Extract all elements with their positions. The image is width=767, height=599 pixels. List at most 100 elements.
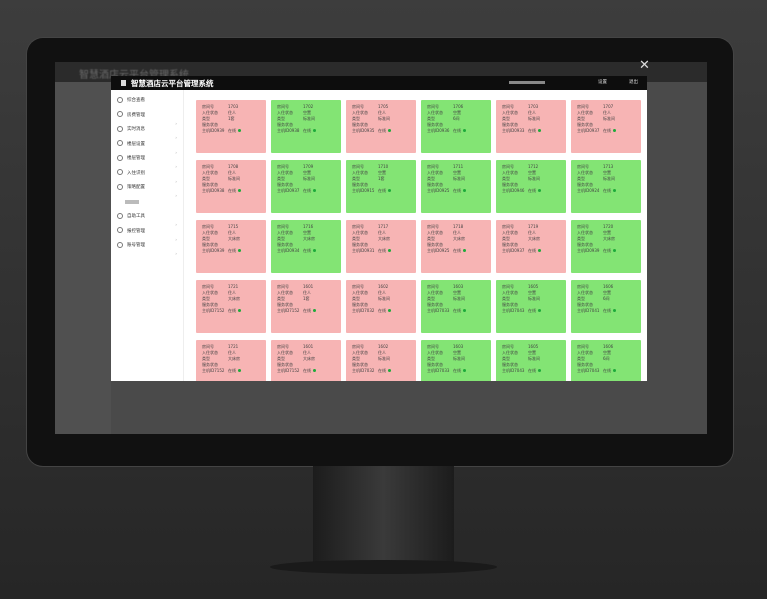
field-label: 服务状态: [577, 242, 593, 247]
field-label: 房间号: [277, 164, 289, 169]
room-card[interactable]: 房间号 1717 入住状态 住人 类型 大床房 服务状态 主机ID0931 在线: [346, 220, 416, 273]
field-value: 住人: [303, 290, 311, 295]
room-card[interactable]: 房间号 1709 入住状态 空置 类型 标准间 服务状态 主机ID0937 在线: [271, 160, 341, 213]
menu-item[interactable]: 楼层管理 ›: [117, 154, 179, 170]
field-label: 类型: [202, 356, 210, 361]
menu-item[interactable]: 入住识别 ›: [117, 169, 179, 185]
menu-icon: [117, 241, 123, 248]
menu-label: 实时消息: [127, 127, 145, 132]
field-label: 服务状态: [427, 242, 443, 247]
field-value: 住人: [378, 110, 386, 115]
field-label: 服务状态: [577, 362, 593, 367]
room-card[interactable]: 房间号 1710 入住状态 空置 类型 1套 服务状态 主机ID0915 在线: [346, 160, 416, 213]
field-label: 类型: [202, 116, 210, 121]
room-card[interactable]: 房间号 1719 入住状态 住人 类型 大床房 服务状态 主机ID0937 在线: [496, 220, 566, 273]
field-value: 1套: [378, 176, 385, 181]
field-label: 类型: [577, 236, 585, 241]
room-card[interactable]: 房间号 1601 入住状态 住人 类型 大床房 服务状态 主机ID7152 在线: [271, 340, 341, 381]
menu-item[interactable]: 实时消息 ›: [117, 125, 179, 141]
room-card[interactable]: 房间号 1603 入住状态 空置 类型 标准间 服务状态 主机ID7033 在线: [421, 280, 491, 333]
field-value: 1606: [603, 284, 614, 289]
room-card[interactable]: 房间号 1603 入住状态 空置 类型 标准间 服务状态 主机ID7033 在线: [421, 340, 491, 381]
room-card[interactable]: 房间号 1601 入住状态 住人 类型 1套 服务状态 主机ID7152 在线: [271, 280, 341, 333]
logout-action[interactable]: 退出: [629, 80, 638, 85]
online-label: 在线: [303, 248, 311, 253]
field-value: 标准间: [528, 116, 540, 121]
menu-item[interactable]: 策略配置 ›: [117, 183, 179, 199]
field-value: 空置: [528, 290, 536, 295]
room-card[interactable]: 房间号 1721 入住状态 住人 类型 大床房 服务状态 主机ID7152 在线: [196, 280, 266, 333]
host-id: 主机ID0936: [427, 128, 450, 133]
online-dot: [238, 308, 241, 312]
field-label: 服务状态: [202, 122, 218, 127]
room-card[interactable]: 房间号 1716 入住状态 空置 类型 大床房 服务状态 主机ID0934 在线: [271, 220, 341, 273]
room-card[interactable]: 房间号 1721 入住状态 住人 类型 大床房 服务状态 主机ID7152 在线: [196, 340, 266, 381]
menu-arrow: ›: [175, 121, 177, 127]
host-id: 主机ID0939: [202, 248, 225, 253]
online-dot: [613, 248, 616, 252]
field-label: 类型: [502, 296, 510, 301]
field-label: 房间号: [352, 224, 364, 229]
field-value: 空置: [528, 170, 536, 175]
field-value: 大床房: [378, 236, 390, 241]
online-label: 在线: [528, 128, 536, 133]
field-label: 类型: [277, 116, 285, 121]
room-card[interactable]: 房间号 1706 入住状态 空置 类型 6间 服务状态 主机ID0936 在线: [421, 100, 491, 153]
room-card[interactable]: 房间号 1713 入住状态 空置 类型 标准间 服务状态 主机ID0924 在线: [571, 160, 641, 213]
online-label: 在线: [528, 368, 536, 373]
settings-action[interactable]: 设置: [598, 80, 607, 85]
field-label: 服务状态: [577, 182, 593, 187]
field-value: 标准间: [303, 176, 315, 181]
online-dot: [313, 248, 316, 252]
room-card[interactable]: 房间号 1605 入住状态 空置 类型 标准间 服务状态 主机ID7043 在线: [496, 340, 566, 381]
close-button[interactable]: ✕: [639, 58, 650, 73]
room-card[interactable]: 房间号 1718 入住状态 住人 类型 大床房 服务状态 主机ID0925 在线: [421, 220, 491, 273]
field-value: 住人: [228, 230, 236, 235]
room-card[interactable]: 房间号 1602 入住状态 住人 类型 标准间 服务状态 主机ID7032 在线: [346, 280, 416, 333]
room-card[interactable]: 房间号 1720 入住状态 空置 类型 大床房 服务状态 主机ID0939 在线: [571, 220, 641, 273]
room-card[interactable]: 房间号 1602 入住状态 住人 类型 标准间 服务状态 主机ID7032 在线: [346, 340, 416, 381]
room-card[interactable]: 房间号 1703 入住状态 住人 类型 标准间 服务状态 主机ID0933 在线: [496, 100, 566, 153]
room-card[interactable]: 房间号 1715 入住状态 住人 类型 大床房 服务状态 主机ID0939 在线: [196, 220, 266, 273]
field-label: 入住状态: [502, 110, 518, 115]
room-card[interactable]: 房间号 1707 入住状态 住人 类型 标准间 服务状态 主机ID0937 在线: [571, 100, 641, 153]
room-card[interactable]: 房间号 1705 入住状态 住人 类型 标准间 服务状态 主机ID0935 在线: [346, 100, 416, 153]
field-label: 房间号: [427, 284, 439, 289]
menu-item[interactable]: 报控管理 ›: [117, 227, 179, 243]
field-label: 类型: [502, 356, 510, 361]
online-dot: [313, 188, 316, 192]
menu-item[interactable]: 房费管理 ›: [117, 111, 179, 127]
room-card[interactable]: 房间号 1702 入住状态 空置 类型 标准间 服务状态 主机ID0938 在线: [271, 100, 341, 153]
field-label: 类型: [502, 176, 510, 181]
field-label: 服务状态: [277, 242, 293, 247]
menu-item[interactable]: 账号管理 ›: [117, 241, 179, 257]
menu-item[interactable]: 综合查看: [117, 96, 179, 105]
field-value: 大床房: [228, 296, 240, 301]
field-label: 入住状态: [202, 170, 218, 175]
field-label: 房间号: [277, 344, 289, 349]
field-label: 服务状态: [502, 362, 518, 367]
menu-item[interactable]: 楼层设置 ›: [117, 140, 179, 156]
field-label: 类型: [352, 296, 360, 301]
menu-label: 楼层管理: [127, 156, 145, 161]
field-value: 空置: [603, 170, 611, 175]
online-dot: [388, 248, 391, 252]
field-label: 入住状态: [577, 350, 593, 355]
field-label: 入住状态: [277, 350, 293, 355]
room-card[interactable]: 房间号 1606 入住状态 空置 类型 6间 服务状态 主机ID7043 在线: [571, 340, 641, 381]
online-dot: [538, 248, 541, 252]
room-card[interactable]: 房间号 1711 入住状态 空置 类型 标准间 服务状态 主机ID0925 在线: [421, 160, 491, 213]
room-card[interactable]: 房间号 1708 入住状态 住人 类型 标准间 服务状态 主机ID0938 在线: [196, 160, 266, 213]
field-value: 标准间: [378, 296, 390, 301]
menu-item[interactable]: 自助工具 ›: [117, 212, 179, 228]
online-dot: [613, 308, 616, 312]
room-card[interactable]: 房间号 1703 入住状态 住人 类型 1套 服务状态 主机ID0939 在线: [196, 100, 266, 153]
room-card[interactable]: 房间号 1605 入住状态 空置 类型 标准间 服务状态 主机ID7043 在线: [496, 280, 566, 333]
room-card[interactable]: 房间号 1606 入住状态 空置 类型 6间 服务状态 主机ID7041 在线: [571, 280, 641, 333]
room-card[interactable]: 房间号 1712 入住状态 空置 类型 标准间 服务状态 主机ID0946 在线: [496, 160, 566, 213]
field-label: 类型: [277, 236, 285, 241]
field-label: 入住状态: [352, 350, 368, 355]
field-value: 标准间: [603, 176, 615, 181]
field-value: 标准间: [378, 116, 390, 121]
field-value: 1601: [303, 344, 314, 349]
